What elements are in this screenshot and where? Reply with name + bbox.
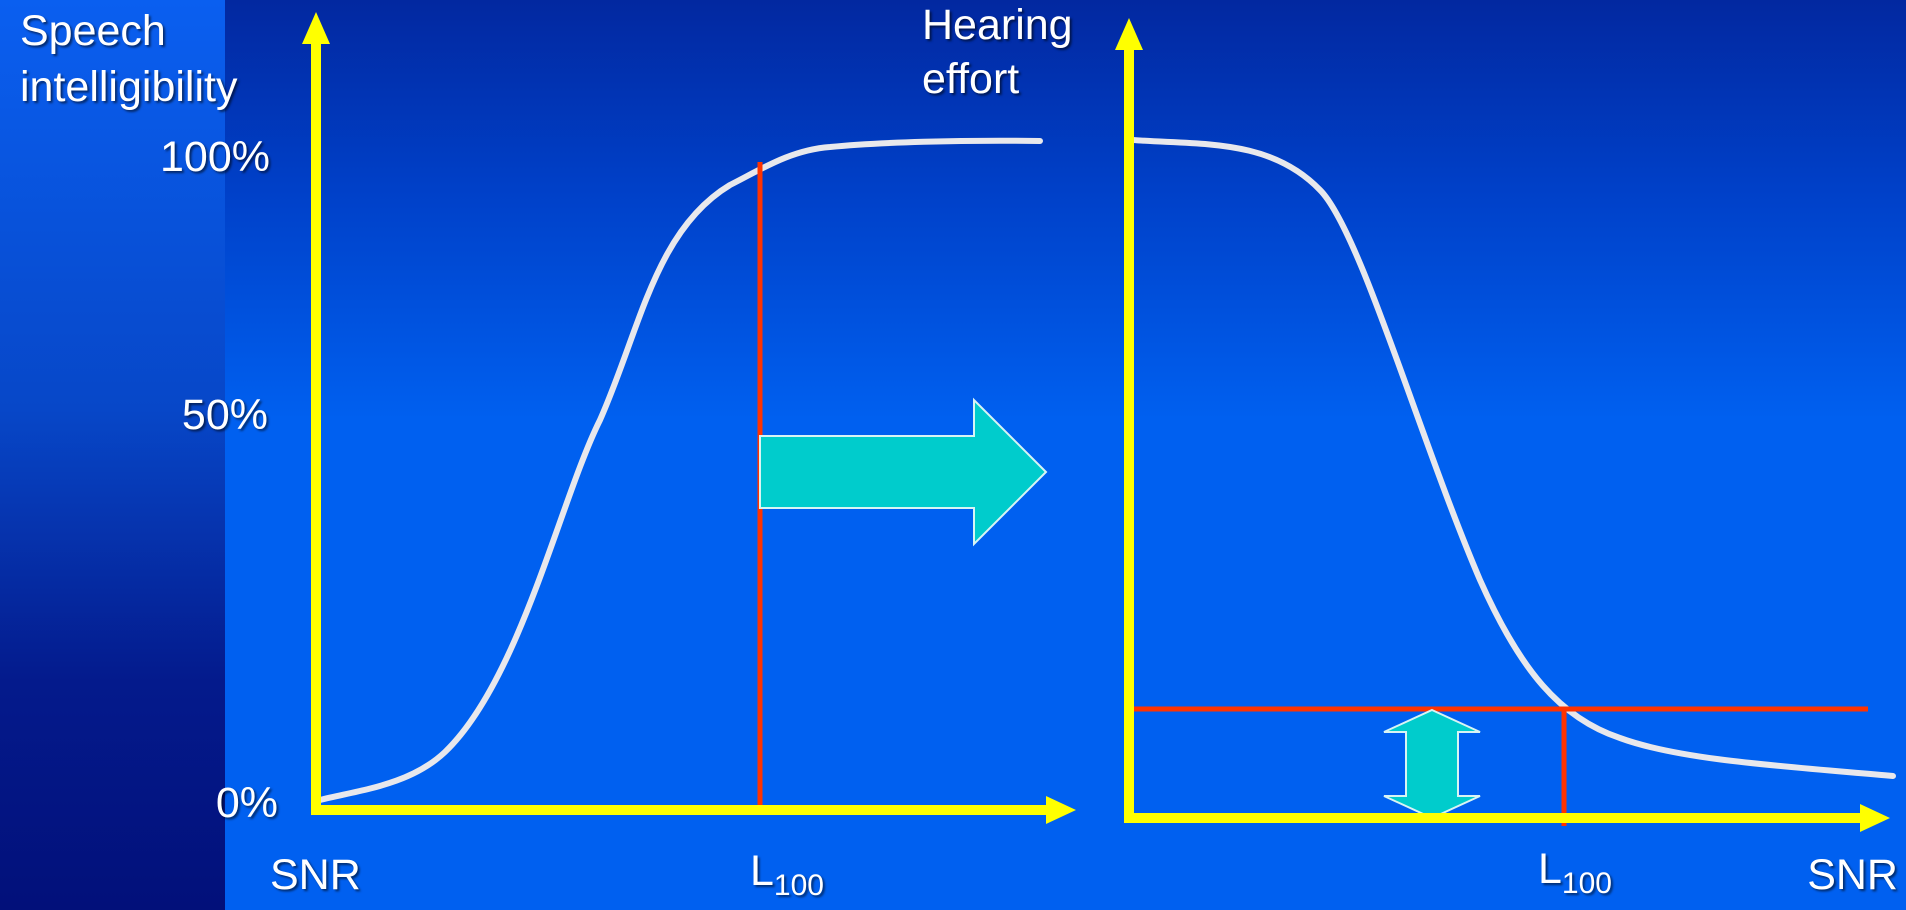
tick-label-50: 50% — [181, 391, 268, 439]
left-y-axis-title-line1: Speech — [20, 7, 166, 55]
right-l100-label: L100 — [1538, 845, 1612, 900]
left-l100-subscript: 100 — [773, 869, 824, 902]
left-x-axis-arrowhead — [1046, 796, 1076, 824]
right-x-axis-arrowhead — [1860, 804, 1890, 832]
right-panel — [1115, 18, 1896, 832]
right-y-axis-title-line2: effort — [922, 55, 1020, 103]
left-y-axis-title-line2: intelligibility — [20, 63, 238, 111]
left-gradient-band — [0, 0, 225, 910]
right-x-axis-label: SNR — [1807, 851, 1898, 899]
left-y-axis-arrowhead — [302, 12, 330, 44]
left-l100-main: L — [750, 847, 774, 895]
effort-double-arrow — [1383, 708, 1481, 820]
tick-label-0: 0% — [215, 779, 278, 827]
left-panel — [302, 12, 1076, 824]
right-y-axis-title-line1: Hearing — [922, 1, 1073, 49]
top-gradient-shade — [225, 0, 1906, 420]
left-x-axis-label: SNR — [270, 851, 361, 899]
tick-label-100: 100% — [160, 133, 270, 181]
transition-right-arrow — [759, 397, 1048, 547]
right-falling-curve — [1130, 137, 1896, 779]
right-l100-main: L — [1538, 845, 1562, 893]
left-sigmoid-curve — [317, 137, 1043, 803]
left-l100-label: L100 — [750, 847, 824, 902]
right-y-axis-arrowhead — [1115, 18, 1143, 50]
right-l100-subscript: 100 — [1561, 867, 1612, 900]
